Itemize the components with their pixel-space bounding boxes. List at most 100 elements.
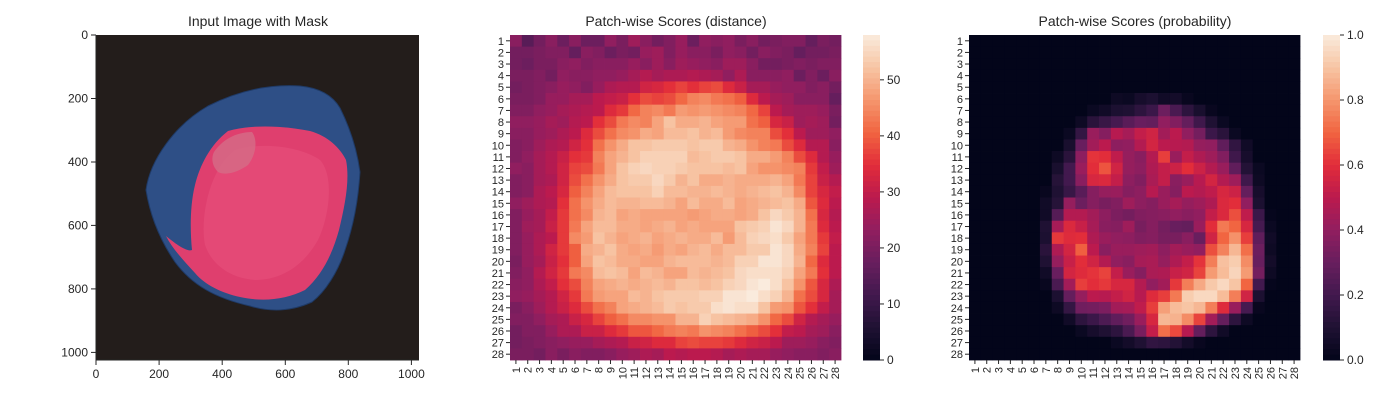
heatmap-cell xyxy=(793,243,806,256)
heatmap-cell xyxy=(1205,232,1218,245)
heatmap-cell xyxy=(980,116,994,129)
x-tick-label: 23 xyxy=(1230,367,1242,379)
probability-heatmap-cells xyxy=(969,35,1301,361)
heatmap-cell xyxy=(1004,209,1017,222)
heatmap-cell xyxy=(1134,313,1147,326)
heatmap-cell xyxy=(722,290,736,303)
heatmap-cell xyxy=(734,104,747,117)
heatmap-cell xyxy=(1240,243,1254,256)
heatmap-cell xyxy=(1240,46,1254,59)
heatmap-cell xyxy=(1288,116,1301,129)
heatmap-cell xyxy=(1288,290,1301,303)
heatmap-cell xyxy=(722,81,736,94)
heatmap-cell xyxy=(699,267,712,280)
heatmap-cell xyxy=(746,104,759,117)
heatmap-cell xyxy=(699,116,712,129)
heatmap-cell xyxy=(1229,278,1242,291)
heatmap-cell xyxy=(1134,255,1147,268)
heatmap-cell xyxy=(1240,220,1254,233)
heatmap-cell xyxy=(1240,197,1254,210)
y-tick-label: 9 xyxy=(957,129,963,141)
heatmap-cell xyxy=(1122,81,1135,94)
heatmap-cell xyxy=(817,139,830,152)
heatmap-cell xyxy=(734,93,747,106)
heatmap-cell xyxy=(781,232,795,245)
heatmap-cell xyxy=(1028,301,1041,314)
heatmap-cell xyxy=(1016,35,1029,48)
heatmap-cell xyxy=(1158,35,1171,48)
heatmap-cell xyxy=(734,197,747,210)
heatmap-cell xyxy=(1004,162,1017,175)
heatmap-cell xyxy=(1217,127,1230,140)
heatmap-cell xyxy=(781,301,795,314)
heatmap-cell xyxy=(746,290,759,303)
heatmap-cell xyxy=(805,325,818,338)
heatmap-cell xyxy=(758,313,771,326)
heatmap-cell xyxy=(557,104,570,117)
heatmap-cell xyxy=(1016,127,1029,140)
heatmap-cell xyxy=(1205,278,1218,291)
heatmap-cell xyxy=(1158,162,1171,175)
heatmap-cell xyxy=(616,151,629,164)
heatmap-cell xyxy=(628,313,641,326)
heatmap-cell xyxy=(992,301,1005,314)
heatmap-cell xyxy=(616,104,629,117)
heatmap-cell xyxy=(1252,243,1265,256)
heatmap-cell xyxy=(1205,151,1218,164)
heatmap-cell xyxy=(1240,81,1254,94)
colorbar-segment xyxy=(863,110,880,117)
heatmap-cell xyxy=(510,46,523,59)
heatmap-cell xyxy=(710,104,724,117)
colorbar-segment xyxy=(863,240,880,247)
heatmap-cell xyxy=(510,255,523,268)
heatmap-cell xyxy=(699,162,712,175)
colorbar-segment xyxy=(1323,62,1340,68)
heatmap-cell xyxy=(1122,348,1135,361)
heatmap-cell xyxy=(969,267,982,280)
heatmap-cell xyxy=(1252,35,1265,48)
heatmap-cell xyxy=(1264,336,1277,349)
colorbar-segment xyxy=(1323,165,1340,171)
heatmap-cell xyxy=(1028,255,1041,268)
heatmap-cell xyxy=(592,116,605,129)
heatmap-cell xyxy=(687,267,700,280)
heatmap-cell xyxy=(1122,93,1135,106)
heatmap-cell xyxy=(616,139,629,152)
heatmap-cell xyxy=(1028,104,1041,117)
heatmap-cell xyxy=(628,46,641,59)
heatmap-cell xyxy=(569,290,582,303)
heatmap-cell xyxy=(557,93,570,106)
heatmap-cell xyxy=(592,197,605,210)
heatmap-cell xyxy=(1075,232,1088,245)
heatmap-cell xyxy=(746,174,759,187)
heatmap-cell xyxy=(1205,127,1218,140)
colorbar-segment xyxy=(863,159,880,166)
heatmap-cell xyxy=(1016,278,1029,291)
heatmap-cell xyxy=(628,336,641,349)
heatmap-cell xyxy=(1099,232,1112,245)
heatmap-cell xyxy=(1288,197,1301,210)
heatmap-cell xyxy=(1252,278,1265,291)
heatmap-cell xyxy=(510,348,523,361)
heatmap-cell xyxy=(1229,69,1242,82)
heatmap-cell xyxy=(770,267,783,280)
heatmap-cell xyxy=(1134,162,1147,175)
x-tick-label: 13 xyxy=(653,367,665,379)
heatmap-cell xyxy=(604,174,617,187)
heatmap-cell xyxy=(829,174,842,187)
heatmap-cell xyxy=(1028,69,1041,82)
input-image xyxy=(96,35,419,360)
heatmap-cell xyxy=(805,104,818,117)
heatmap-cell xyxy=(722,301,736,314)
heatmap-cell xyxy=(675,336,688,349)
heatmap-cell xyxy=(770,127,783,140)
heatmap-cell xyxy=(1193,174,1206,187)
heatmap-cell xyxy=(992,290,1005,303)
heatmap-cell xyxy=(969,104,982,117)
colorbar-segment xyxy=(1323,230,1340,236)
heatmap-cell xyxy=(699,185,712,198)
heatmap-cell xyxy=(1087,220,1100,233)
y-tick-label: 400 xyxy=(68,155,88,169)
heatmap-cell xyxy=(1099,255,1112,268)
heatmap-cell xyxy=(1087,336,1100,349)
